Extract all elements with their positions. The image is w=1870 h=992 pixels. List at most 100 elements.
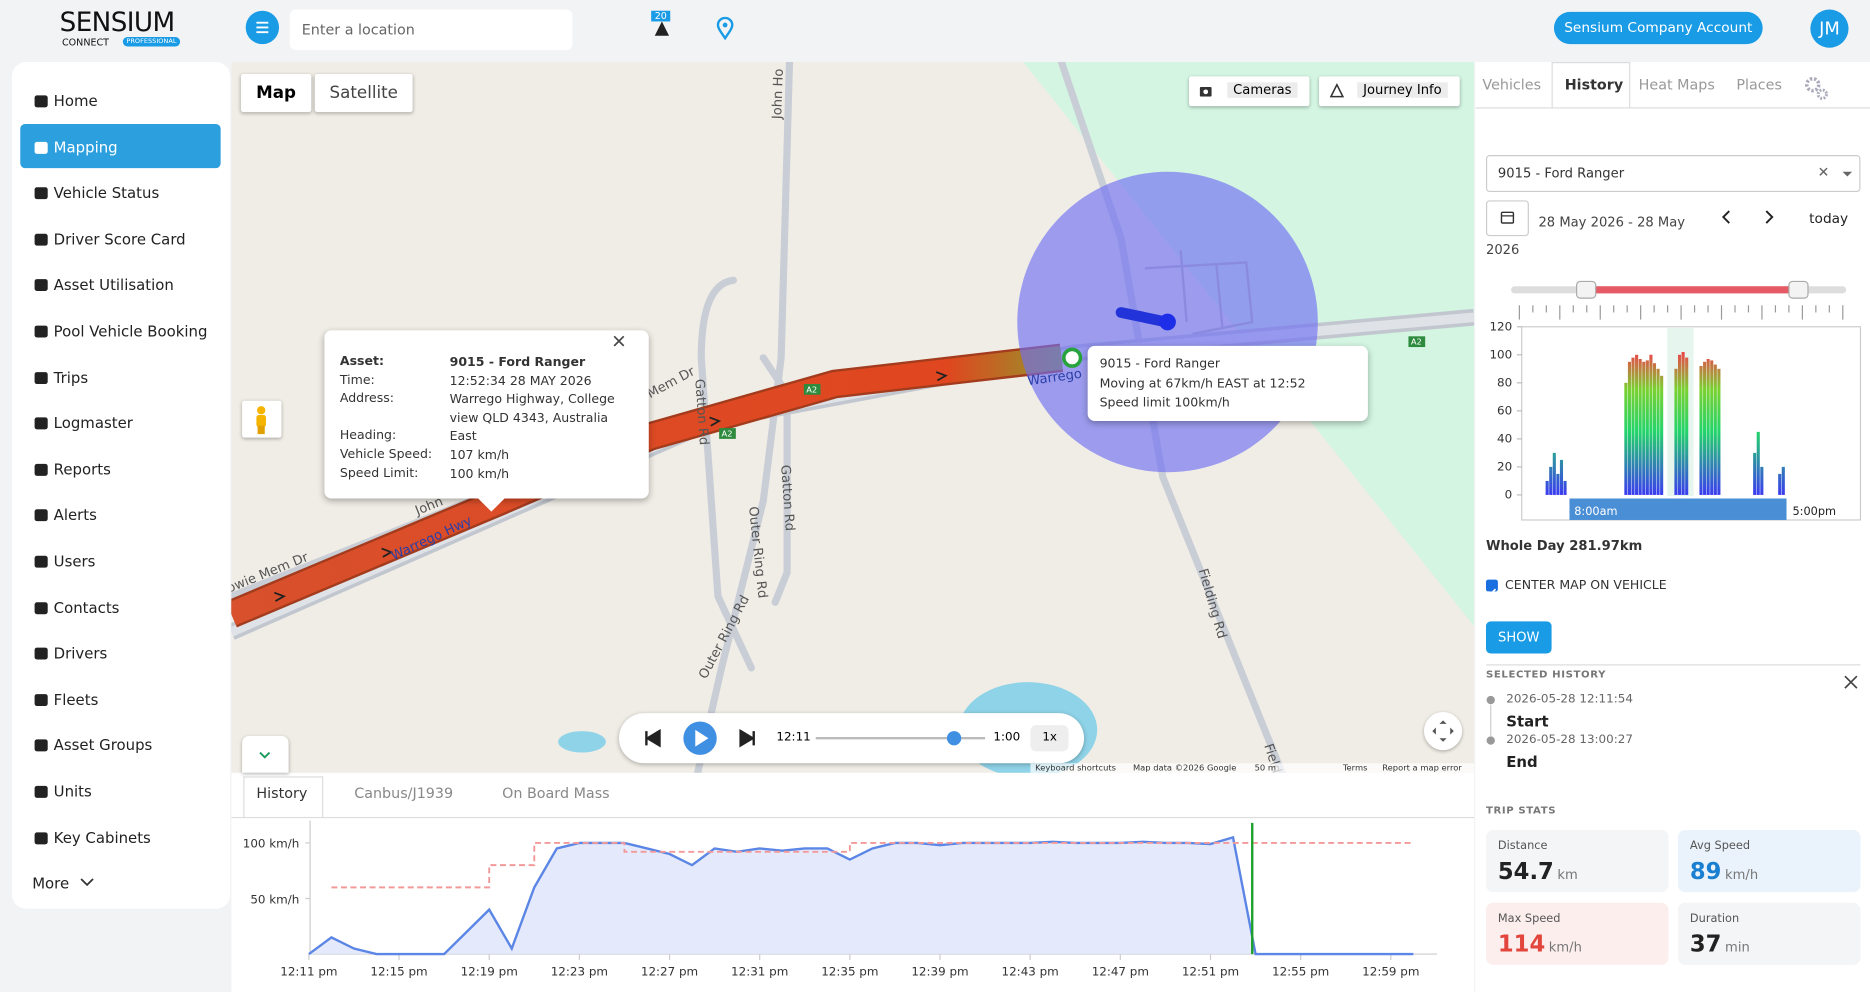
- logo-sub: CONNECT: [62, 36, 109, 48]
- today-button[interactable]: today: [1809, 209, 1849, 227]
- nav-item[interactable]: Logmaster: [53, 414, 133, 432]
- y-tick-label: 40: [1497, 431, 1512, 445]
- account-button[interactable]: Sensium Company Account: [1553, 11, 1763, 45]
- x-tick-label: 12:55 pm: [1272, 965, 1329, 979]
- collapse-toggle[interactable]: [242, 735, 289, 773]
- nav-icon: [34, 187, 48, 200]
- nav-icon: [34, 555, 48, 568]
- stat-label: Distance: [1497, 839, 1548, 853]
- nav-item[interactable]: Fleets: [53, 690, 99, 709]
- value: 37: [1689, 931, 1722, 958]
- nav-item[interactable]: Pool Vehicle Booking: [53, 322, 208, 340]
- x-tick-label: 12:43 pm: [1002, 965, 1059, 979]
- nav-item[interactable]: Asset Utilisation: [53, 275, 174, 294]
- vehicle-popup: 9015 - Ford Ranger Moving at 67km/h EAST …: [1087, 345, 1368, 421]
- more[interactable]: More: [32, 874, 70, 893]
- nav-item[interactable]: Key Cabinets: [53, 828, 151, 847]
- playback-controls: [645, 721, 1069, 755]
- next[interactable]: [739, 728, 755, 748]
- camera-control[interactable]: [1423, 711, 1463, 751]
- unit: km/h: [1725, 867, 1759, 883]
- settings-icon[interactable]: [1802, 74, 1831, 103]
- tab[interactable]: On Board Mass: [502, 784, 610, 802]
- nav-item[interactable]: Home: [53, 91, 98, 110]
- date-nav[interactable]: [1708, 200, 1791, 233]
- logo-badge: PROFESSIONAL: [122, 36, 181, 47]
- tab[interactable]: Canbus/J1939: [354, 784, 454, 802]
- road-label: A2: [722, 428, 733, 438]
- nav-item[interactable]: Reports: [53, 460, 111, 478]
- tab[interactable]: Places: [1736, 76, 1782, 94]
- menu-button[interactable]: [245, 10, 280, 45]
- nav-item[interactable]: Alerts: [53, 506, 97, 525]
- speed-area: [308, 837, 1414, 955]
- vehicle-select[interactable]: 9015 - Ford Ranger: [1485, 155, 1861, 193]
- nav-item[interactable]: Units: [53, 782, 92, 801]
- x-tick-label: 12:47 pm: [1092, 965, 1149, 979]
- tab[interactable]: Vehicles: [1482, 76, 1542, 94]
- nav-icon: [34, 509, 48, 522]
- map-button[interactable]: Map: [240, 73, 312, 113]
- stat-card: Distance 54.7 km: [1485, 830, 1669, 893]
- hist-bar: [1710, 360, 1714, 495]
- tab[interactable]: History: [256, 784, 308, 802]
- range-start: 8:00am: [1574, 504, 1617, 518]
- popup-value: 9015 - Ford Ranger: [449, 355, 586, 370]
- x-tick-label: 12:27 pm: [641, 965, 698, 979]
- x-tick-label: 12:39 pm: [911, 965, 968, 979]
- range-end: 5:00pm: [1792, 504, 1836, 518]
- calendar-icon: [1500, 211, 1515, 224]
- value: 114: [1497, 931, 1546, 958]
- tab-active: [1551, 62, 1631, 109]
- prev[interactable]: [645, 728, 661, 748]
- nav-item[interactable]: Users: [53, 552, 96, 571]
- tab[interactable]: History: [1564, 76, 1624, 94]
- speed-chip[interactable]: [1030, 725, 1069, 752]
- close-icon[interactable]: [1843, 674, 1860, 691]
- label: Cameras: [1227, 82, 1298, 98]
- avatar[interactable]: JM: [1810, 9, 1849, 48]
- sidebar: [11, 62, 231, 909]
- nav-item[interactable]: Mapping: [53, 137, 118, 156]
- pin-icon[interactable]: [716, 16, 735, 41]
- road-label: A2: [1411, 337, 1422, 347]
- stat-value: 37 min: [1690, 931, 1750, 957]
- calendar-button[interactable]: [1485, 200, 1529, 237]
- section-title: TRIP STATS: [1485, 805, 1557, 817]
- nav-item[interactable]: Asset Groups: [53, 736, 153, 755]
- cameras-button[interactable]: Cameras: [1189, 76, 1310, 107]
- road-label: Gatton Rd: [691, 378, 711, 445]
- hist-bar: [1549, 466, 1553, 495]
- popup-label: Asset:: [339, 354, 384, 369]
- speed: 1x: [1042, 731, 1057, 745]
- placeholder: Enter a location: [301, 21, 415, 39]
- checkbox[interactable]: [1485, 579, 1498, 596]
- show-button[interactable]: SHOW: [1485, 621, 1552, 654]
- tab[interactable]: Heat Maps: [1638, 76, 1715, 94]
- range-bar: [1569, 498, 1787, 520]
- journey-button[interactable]: Journey Info: [1319, 76, 1460, 107]
- hist-bar: [1645, 360, 1649, 495]
- nav-icon: [34, 601, 48, 614]
- nav-item[interactable]: Driver Score Card: [53, 229, 186, 248]
- pegman[interactable]: [242, 400, 282, 438]
- nav-item[interactable]: Vehicle Status: [53, 183, 160, 202]
- y-tick-label: 80: [1497, 375, 1512, 389]
- speed-chart: 100 km/h 50 km/h 12:11 pm 12:15 pm 12:19 pm 1…: [243, 820, 1438, 979]
- satellite-button[interactable]: Satellite: [314, 73, 413, 113]
- location-input[interactable]: Enter a location: [289, 9, 573, 51]
- lake: [558, 731, 606, 753]
- road-label: John Ho: [770, 68, 787, 120]
- alert-icon[interactable]: [649, 10, 675, 39]
- hist-bar: [1556, 473, 1560, 495]
- nav-item[interactable]: Drivers: [53, 644, 108, 663]
- knob[interactable]: [946, 731, 962, 746]
- asset-popup: Asset: 9015 - Ford Ranger Time: 12:52:34 28…: [324, 330, 649, 499]
- nav-icon: [34, 95, 48, 108]
- close-icon[interactable]: [612, 334, 626, 348]
- stat-card: Max Speed 114 km/h: [1485, 902, 1669, 965]
- nav-item[interactable]: Contacts: [53, 598, 120, 617]
- nav-item[interactable]: Trips: [53, 368, 89, 386]
- slider-thumb: [1788, 280, 1809, 299]
- hist-bar: [1681, 351, 1685, 495]
